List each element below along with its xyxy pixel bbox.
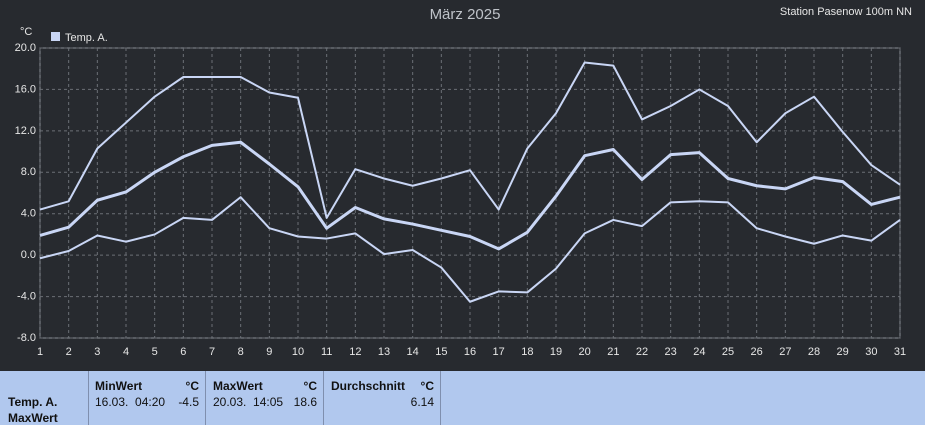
summary-table: Temp. A. MaxWert MinWert °C 16.03. 04:20…	[0, 371, 925, 425]
y-tick-label: 12.0	[15, 125, 36, 137]
y-tick-label: -4.0	[17, 290, 36, 302]
x-tick-label: 20	[579, 346, 591, 358]
y-tick-label: 4.0	[21, 208, 36, 220]
x-tick-label: 6	[180, 346, 186, 358]
temp-line	[39, 140, 901, 251]
row-label-text: Temp. A.	[8, 395, 58, 409]
y-tick-label: 20.0	[15, 42, 36, 54]
legend-swatch	[51, 32, 60, 41]
x-tick-label: 31	[894, 346, 906, 358]
min-cell: MinWert °C 16.03. 04:20 -4.5	[88, 371, 205, 425]
header: MinWert	[95, 379, 143, 393]
y-tick-label: 0.0	[21, 249, 36, 261]
x-tick-label: 25	[722, 346, 734, 358]
value: -4.5	[178, 395, 199, 409]
when: 16.03. 04:20	[95, 395, 166, 409]
row-label-text: MaxWert	[8, 411, 58, 425]
max-cell: MaxWert °C 20.03. 14:05 18.6	[205, 371, 323, 425]
x-tick-label: 30	[865, 346, 877, 358]
x-tick-label: 2	[66, 346, 72, 358]
temp-line	[39, 196, 901, 303]
temp-line	[39, 61, 901, 219]
y-unit: °C	[20, 26, 32, 38]
legend-label: Temp. A.	[65, 32, 108, 44]
x-tick-label: 10	[292, 346, 304, 358]
x-tick-label: 24	[693, 346, 705, 358]
x-tick-label: 9	[266, 346, 272, 358]
y-tick-label: 16.0	[15, 83, 36, 95]
x-tick-label: 28	[808, 346, 820, 358]
header: Durchschnitt	[331, 379, 406, 393]
chart: März 2025 Station Pasenow 100m NN °C Tem…	[15, 6, 912, 358]
x-tick-label: 8	[238, 346, 244, 358]
x-tick-label: 13	[378, 346, 390, 358]
x-tick-label: 26	[751, 346, 763, 358]
x-tick-label: 29	[837, 346, 849, 358]
unit: °C	[303, 379, 317, 393]
x-tick-label: 19	[550, 346, 562, 358]
unit: °C	[185, 379, 199, 393]
x-tick-label: 27	[779, 346, 791, 358]
x-tick-label: 3	[94, 346, 100, 358]
x-tick-label: 23	[665, 346, 677, 358]
x-tick-label: 11	[321, 346, 332, 358]
x-tick-label: 17	[493, 346, 505, 358]
value: 18.6	[293, 395, 317, 409]
y-tick-label: -8.0	[17, 332, 36, 344]
value: 6.14	[410, 395, 434, 409]
x-tick-label: 22	[636, 346, 648, 358]
avg-cell: Durchschnitt °C 6.14	[323, 371, 441, 425]
x-tick-label: 18	[521, 346, 533, 358]
y-tick-label: 8.0	[21, 166, 36, 178]
x-tick-label: 15	[435, 346, 447, 358]
header: MaxWert	[213, 379, 263, 393]
when: 20.03. 14:05	[213, 395, 284, 409]
x-tick-label: 14	[407, 346, 419, 358]
x-tick-label: 12	[349, 346, 361, 358]
chart-title: März 2025	[430, 6, 501, 23]
x-tick-label: 1	[37, 346, 43, 358]
x-tick-label: 5	[152, 346, 158, 358]
x-tick-label: 4	[123, 346, 129, 358]
x-tick-label: 16	[464, 346, 476, 358]
station: Station Pasenow 100m NN	[780, 6, 912, 18]
x-tick-label: 7	[209, 346, 215, 358]
unit: °C	[420, 379, 434, 393]
x-tick-label: 21	[607, 346, 619, 358]
row-label: Temp. A. MaxWert	[0, 371, 88, 425]
